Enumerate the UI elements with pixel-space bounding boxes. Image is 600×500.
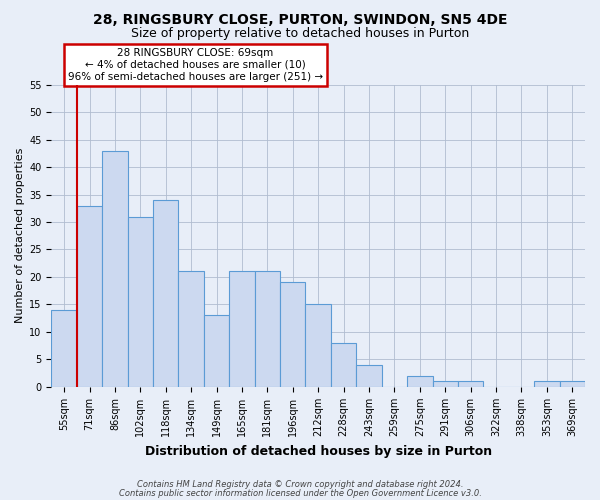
Bar	[102, 150, 128, 387]
Bar	[204, 316, 229, 387]
Bar	[331, 343, 356, 387]
Bar	[356, 365, 382, 387]
Bar	[178, 272, 204, 387]
Bar	[128, 216, 153, 387]
Bar	[153, 200, 178, 387]
Text: 28 RINGSBURY CLOSE: 69sqm
← 4% of detached houses are smaller (10)
96% of semi-d: 28 RINGSBURY CLOSE: 69sqm ← 4% of detach…	[68, 48, 323, 82]
Bar	[458, 382, 484, 387]
Bar	[254, 272, 280, 387]
Bar	[52, 310, 77, 387]
Bar	[433, 382, 458, 387]
Bar	[229, 272, 254, 387]
Bar	[407, 376, 433, 387]
Bar	[534, 382, 560, 387]
Text: 28, RINGSBURY CLOSE, PURTON, SWINDON, SN5 4DE: 28, RINGSBURY CLOSE, PURTON, SWINDON, SN…	[93, 12, 507, 26]
Bar	[560, 382, 585, 387]
Y-axis label: Number of detached properties: Number of detached properties	[15, 148, 25, 324]
X-axis label: Distribution of detached houses by size in Purton: Distribution of detached houses by size …	[145, 444, 492, 458]
Bar	[280, 282, 305, 387]
Text: Size of property relative to detached houses in Purton: Size of property relative to detached ho…	[131, 28, 469, 40]
Text: Contains public sector information licensed under the Open Government Licence v3: Contains public sector information licen…	[119, 489, 481, 498]
Bar	[305, 304, 331, 387]
Bar	[77, 206, 102, 387]
Text: Contains HM Land Registry data © Crown copyright and database right 2024.: Contains HM Land Registry data © Crown c…	[137, 480, 463, 489]
